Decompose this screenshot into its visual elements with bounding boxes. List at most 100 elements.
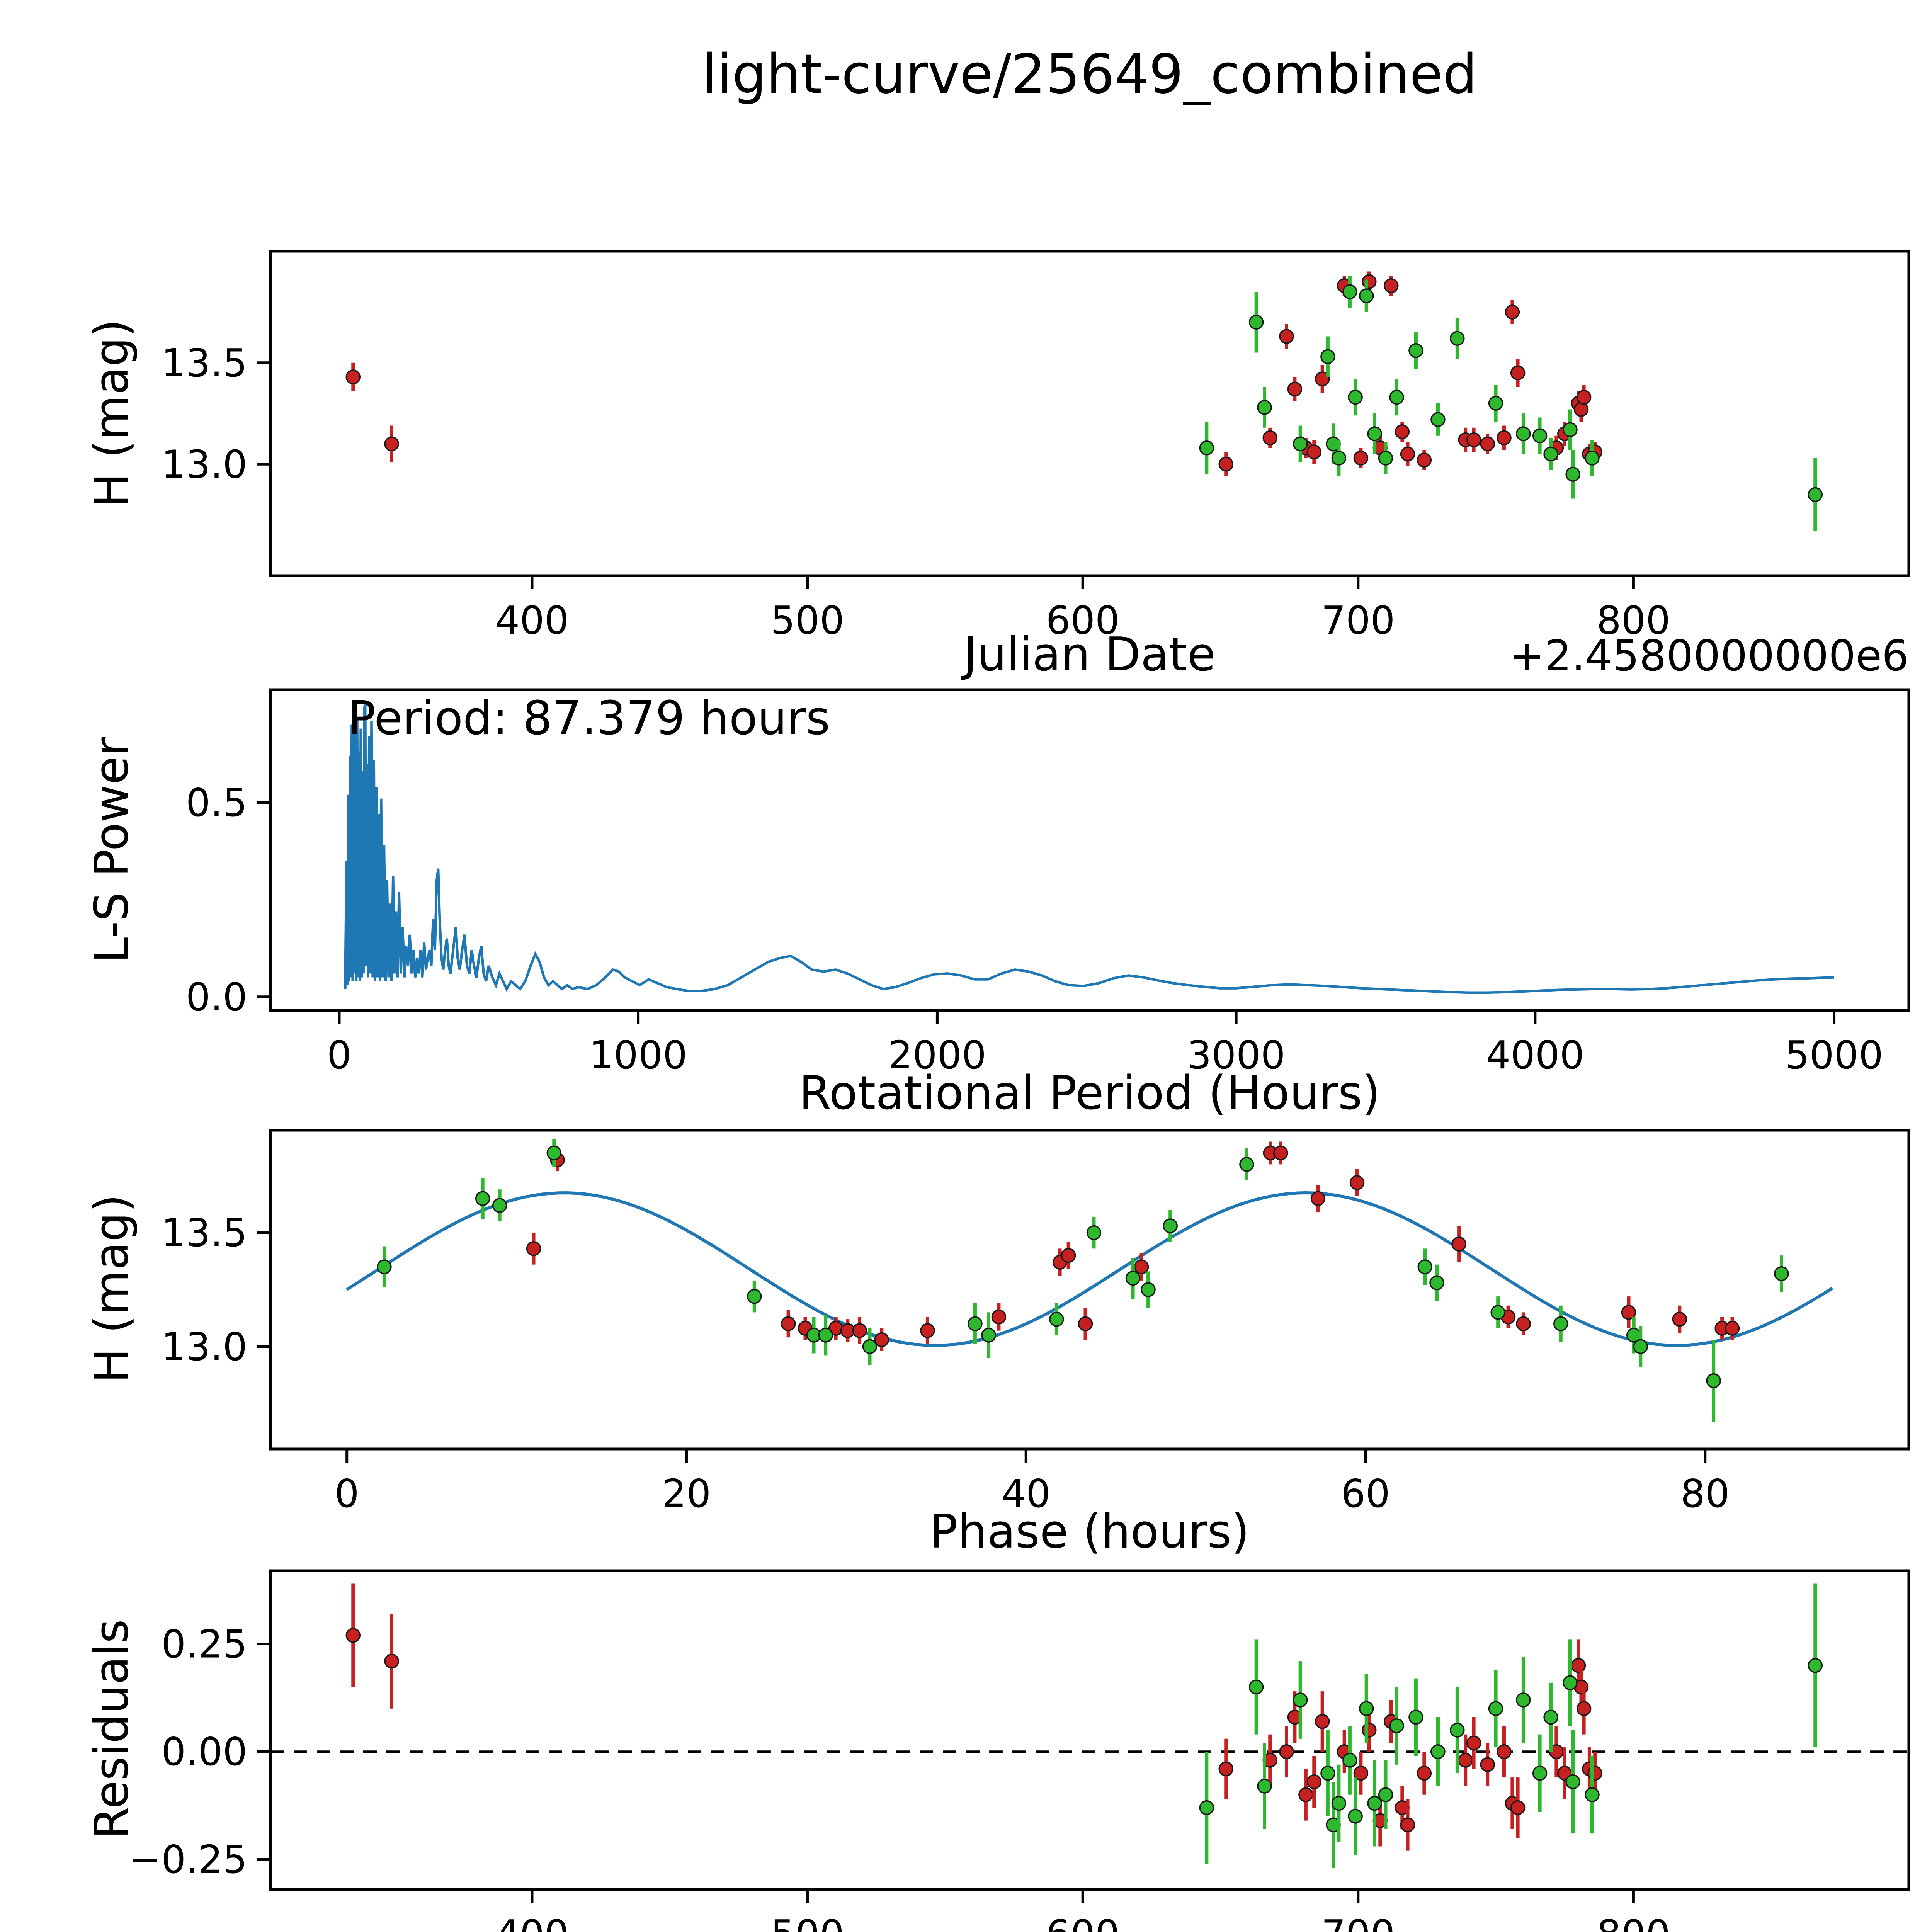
dataset-green-point	[1408, 343, 1423, 358]
dataset-red-point	[1298, 1787, 1313, 1802]
y-tick-label: 0.00	[161, 1729, 247, 1774]
dataset-green-point	[1633, 1339, 1648, 1354]
dataset-green-point	[377, 1259, 392, 1274]
dataset-green-point	[1389, 389, 1404, 405]
dataset-red-point	[1306, 444, 1322, 459]
dataset-red-point	[920, 1323, 935, 1338]
dataset-green-point	[1199, 1800, 1214, 1815]
dataset-green-point	[1199, 440, 1214, 456]
dataset-red-point	[1134, 1259, 1149, 1274]
dataset-red-point	[1353, 1765, 1369, 1781]
dataset-green-point	[1141, 1282, 1156, 1297]
dataset-red-point	[1310, 1191, 1326, 1206]
dataset-green-point	[1450, 331, 1465, 346]
dataset-green-point	[818, 1328, 833, 1343]
dataset-red-point	[1516, 1316, 1531, 1332]
figure-title: light-curve/25649_combined	[702, 43, 1477, 106]
dataset-green-point	[1348, 389, 1363, 405]
dataset-red-point	[1621, 1305, 1636, 1320]
dataset-red-point	[1497, 430, 1512, 446]
dataset-red-point	[345, 1628, 361, 1643]
y-tick-label: 13.5	[161, 1210, 247, 1255]
panel-3: 0 20 40 60 80 13.0 13.5	[161, 1129, 1910, 1516]
dataset-red-point	[1218, 457, 1233, 472]
dataset-green-point	[1293, 1692, 1308, 1708]
panel2-ylabel: L-S Power	[85, 737, 139, 963]
x-tick-label: 600	[1046, 1912, 1120, 1932]
dataset-red-point	[1273, 1145, 1288, 1161]
dataset-green-point	[1408, 1709, 1423, 1725]
dataset-green-point	[1163, 1218, 1178, 1233]
sinusoid-fit-line	[346, 1191, 1833, 1347]
dataset-green-point	[1429, 1275, 1444, 1291]
dataset-green-point	[1543, 446, 1558, 462]
x-tick-label: 4000	[1486, 1032, 1585, 1078]
dataset-green-point	[1348, 1809, 1363, 1824]
dataset-green-point	[1359, 288, 1374, 303]
dataset-green-point	[1248, 1679, 1264, 1695]
dataset-red-point	[1395, 424, 1410, 439]
dataset-green-point	[1342, 1753, 1357, 1768]
x-tick-label: 700	[1321, 598, 1395, 643]
panel1-x-offset-label: +2.4580000000e6	[1509, 631, 1909, 680]
dataset-red-point	[345, 369, 361, 384]
dataset-green-point	[1417, 1259, 1433, 1274]
period-annotation: Period: 87.379 hours	[348, 692, 830, 745]
panel1-xlabel: Julian Date	[961, 628, 1216, 682]
x-tick-label: 800	[1597, 598, 1670, 643]
dataset-red-point	[1061, 1248, 1076, 1263]
dataset-green-point	[1565, 1774, 1580, 1789]
dataset-green-point	[1808, 1658, 1823, 1673]
dataset-red-point	[1587, 1765, 1602, 1781]
dataset-red-point	[991, 1309, 1007, 1325]
y-tick-label: 13.5	[161, 340, 247, 386]
dataset-green-point	[1430, 1744, 1446, 1759]
periodogram-line	[344, 701, 1834, 994]
dataset-red-point	[1218, 1761, 1233, 1777]
dataset-red-point	[852, 1323, 867, 1338]
dataset-green-point	[1331, 1796, 1347, 1811]
dataset-red-point	[1384, 278, 1399, 293]
dataset-red-point	[1466, 432, 1481, 447]
dataset-green-point	[492, 1198, 507, 1213]
dataset-red-point	[1279, 329, 1294, 344]
dataset-red-point	[1576, 389, 1592, 405]
y-tick-label: 13.0	[161, 1324, 247, 1369]
dataset-red-point	[1480, 436, 1495, 451]
dataset-green-point	[546, 1145, 562, 1161]
dataset-red-point	[1480, 1757, 1495, 1772]
dataset-green-point	[1532, 1765, 1548, 1781]
dataset-green-point	[1553, 1316, 1568, 1332]
dataset-red-point	[1417, 452, 1432, 468]
dataset-green-point	[1389, 1718, 1404, 1733]
panel1-ylabel: H (mag)	[85, 319, 139, 508]
x-tick-label: 80	[1680, 1471, 1730, 1516]
x-tick-label: 700	[1321, 1912, 1395, 1932]
dataset-green-point	[1585, 451, 1600, 466]
x-tick-label: 20	[662, 1471, 711, 1516]
dataset-green-point	[475, 1191, 490, 1206]
dataset-red-point	[1279, 1744, 1294, 1759]
x-tick-label: 400	[495, 598, 569, 643]
dataset-red-point	[1451, 1236, 1466, 1252]
dataset-red-point	[1417, 1765, 1432, 1781]
dataset-green-point	[1248, 315, 1264, 330]
dataset-red-point	[1262, 430, 1278, 446]
panel-1: 400 500 600 700 800 13.0 13.5	[161, 250, 1910, 643]
panel-2: 0 1000 2000 3000 4000 5000 0.0 0.5	[186, 688, 1910, 1078]
axes-spines	[269, 1129, 1910, 1451]
dataset-green-point	[1257, 400, 1272, 415]
dataset-red-point	[1510, 365, 1526, 381]
x-tick-label: 2000	[888, 1032, 986, 1078]
y-tick-label: 13.0	[161, 442, 247, 487]
dataset-red-point	[1362, 1723, 1377, 1738]
dataset-green-point	[968, 1316, 983, 1332]
dataset-red-point	[1078, 1316, 1093, 1332]
dataset-red-point	[1497, 1744, 1512, 1759]
panel3-xlabel: Phase (hours)	[930, 1505, 1249, 1559]
panel-4: 400 500 600 700 800 −0.25 0.00 0.25	[129, 1569, 1910, 1932]
dataset-red-point	[1672, 1311, 1687, 1327]
dataset-green-point	[1378, 1787, 1393, 1802]
dataset-red-point	[1725, 1321, 1740, 1336]
